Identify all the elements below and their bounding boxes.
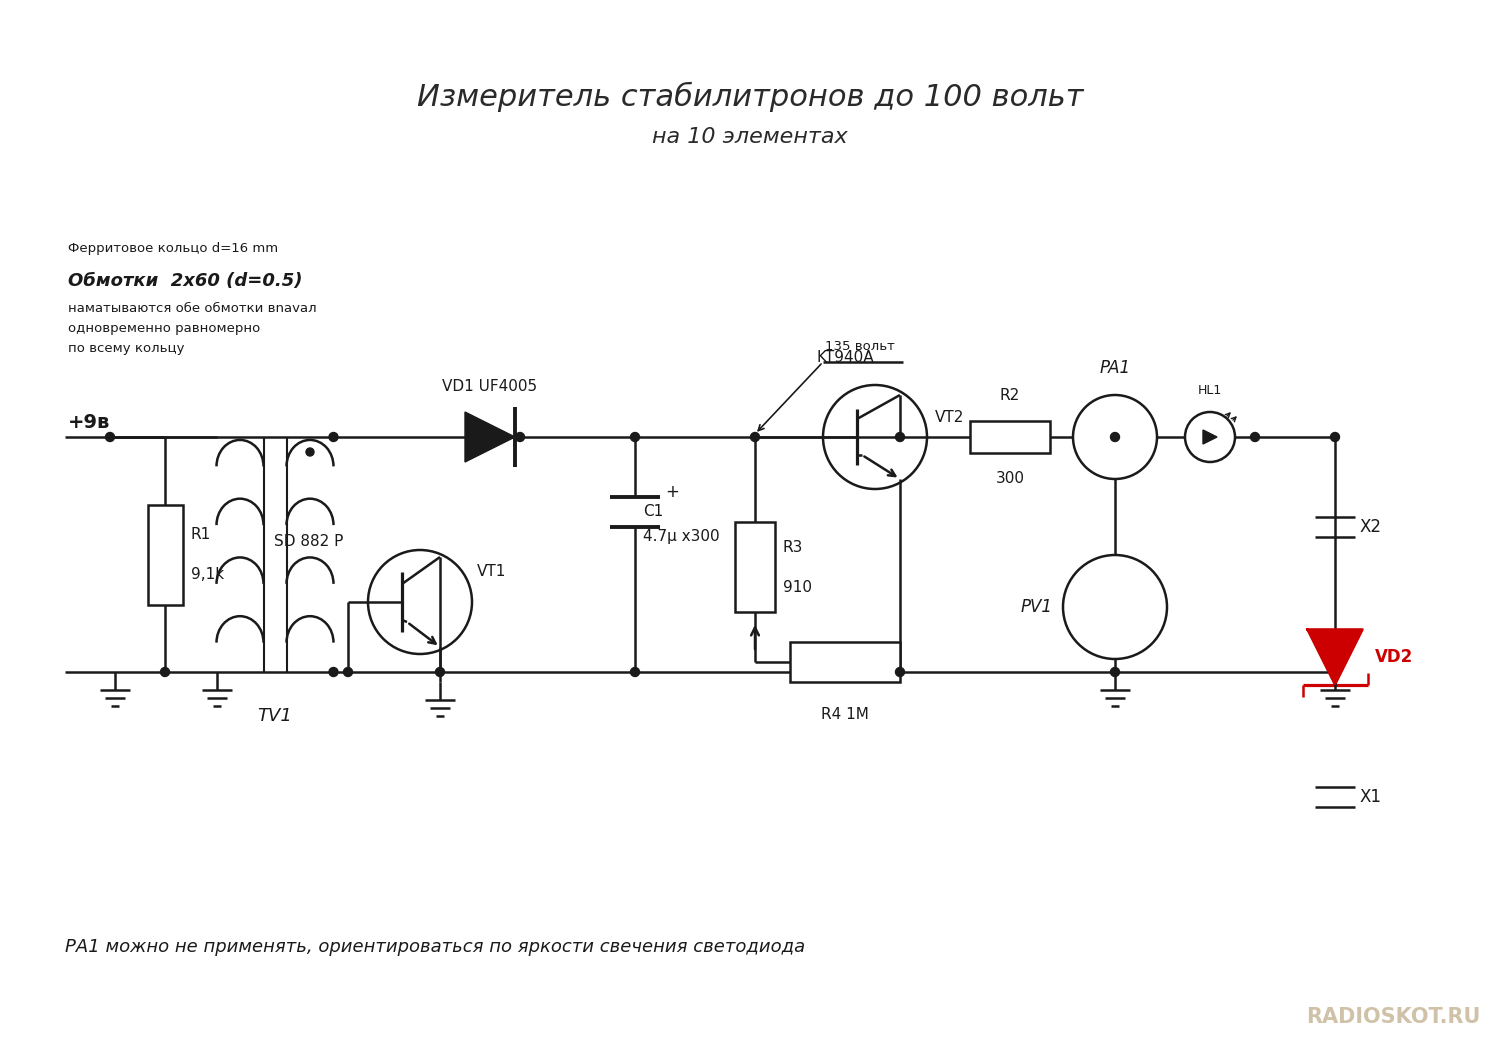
Bar [147,504,183,604]
Text: VD2: VD2 [1374,648,1413,666]
Text: VT1: VT1 [477,565,507,580]
Text: VT2: VT2 [934,410,964,425]
Text: X2: X2 [1360,518,1382,536]
Text: 300: 300 [996,472,1024,486]
Circle shape [435,668,444,676]
Text: РА1 можно не применять, ориентироваться по яркости свечения светодиода: РА1 можно не применять, ориентироваться … [64,938,806,956]
Text: V: V [1107,597,1124,617]
Circle shape [516,432,525,442]
Text: RADIOSKOT.RU: RADIOSKOT.RU [1305,1007,1480,1027]
Text: C1: C1 [644,504,663,519]
Text: HL1: HL1 [1198,384,1222,397]
Circle shape [750,432,759,442]
Circle shape [328,432,338,442]
Text: PV1: PV1 [1022,598,1053,616]
Circle shape [344,668,352,676]
Circle shape [1330,432,1340,442]
Text: 135 вольт: 135 вольт [825,341,894,354]
Text: по всему кольцу: по всему кольцу [68,342,184,355]
Text: PA1: PA1 [1100,359,1131,377]
Circle shape [105,432,114,442]
Text: mA: mA [1098,428,1131,446]
Circle shape [306,448,314,456]
Text: R3: R3 [783,539,804,554]
Text: Измеритель стабилитронов до 100 вольт: Измеритель стабилитронов до 100 вольт [417,82,1083,113]
Bar [735,523,776,612]
Text: R1: R1 [190,527,210,542]
Bar [970,421,1050,453]
Bar [790,643,900,682]
Text: 910: 910 [783,580,812,595]
Circle shape [1110,668,1119,676]
Text: +: + [664,483,680,501]
Circle shape [1064,555,1167,660]
Text: R4 1M: R4 1M [821,707,868,722]
Text: +9в: +9в [68,413,111,432]
Circle shape [896,668,904,676]
Text: X1: X1 [1360,788,1382,806]
Text: наматываются обе обмотки вnavал: наматываются обе обмотки вnavал [68,302,316,315]
Text: Обмотки  2х60 (d=0.5): Обмотки 2х60 (d=0.5) [68,272,303,290]
Text: 9,1k: 9,1k [190,567,224,582]
Circle shape [630,432,639,442]
Text: на 10 элементах: на 10 элементах [652,127,847,147]
Circle shape [1251,432,1260,442]
Text: одновременно равномерно: одновременно равномерно [68,322,261,335]
Circle shape [1072,395,1156,479]
Polygon shape [1308,630,1362,685]
Text: Ферритовое кольцо d=16 mm: Ферритовое кольцо d=16 mm [68,242,278,255]
Circle shape [1110,432,1119,442]
Text: R2: R2 [1000,388,1020,402]
Polygon shape [465,412,514,462]
Text: KT940A: KT940A [816,350,874,365]
Circle shape [896,432,904,442]
Circle shape [328,668,338,676]
Polygon shape [1203,430,1216,444]
Circle shape [630,668,639,676]
Circle shape [160,668,170,676]
Text: TV1: TV1 [258,707,292,725]
Text: 4.7μ х300: 4.7μ х300 [644,530,720,545]
Circle shape [1185,412,1234,462]
Text: VD1 UF4005: VD1 UF4005 [442,379,537,394]
Text: SD 882 P: SD 882 P [273,534,344,549]
